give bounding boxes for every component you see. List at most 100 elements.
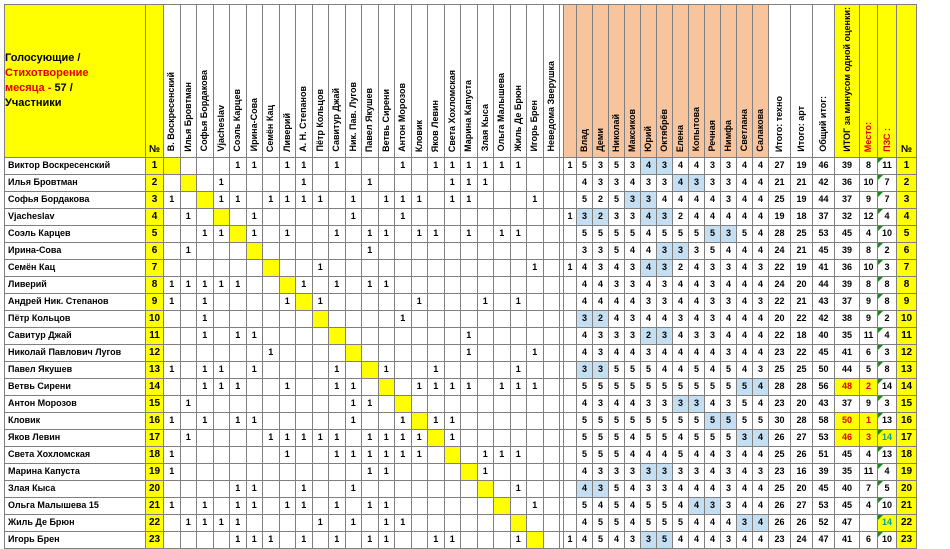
- vote-cell: [509, 326, 527, 345]
- vote-cell: [361, 309, 379, 328]
- total-cell: 12: [859, 207, 878, 226]
- vote-cell: [328, 479, 346, 498]
- self-vote-cell: [179, 173, 197, 192]
- vote-cell: [262, 513, 280, 532]
- total-cell: 53: [812, 496, 835, 515]
- judge-score-cell: 5: [656, 530, 673, 549]
- total-cell: 28: [790, 411, 813, 430]
- vote-cell: 1: [476, 292, 494, 311]
- total-cell: 16: [790, 462, 813, 481]
- judge-score-cell: 5: [640, 360, 657, 379]
- vote-cell: [229, 309, 247, 328]
- vote-cell: [542, 479, 560, 498]
- judge-score-cell: 4: [576, 326, 593, 345]
- participant-number-right: 6: [896, 241, 917, 260]
- judge-score-cell: 4: [736, 360, 753, 379]
- voter-column-header-label: В. Воскресенский: [166, 72, 177, 152]
- total-cell: 24: [768, 241, 791, 260]
- voter-column-header: Ирина-Сова: [245, 4, 263, 158]
- vote-cell: 1: [196, 326, 214, 345]
- total-cell: 50: [812, 360, 835, 379]
- vote-cell: [394, 224, 412, 243]
- vote-cell: 1: [361, 428, 379, 447]
- judge-score-cell: 4: [592, 275, 609, 294]
- vote-cell: [526, 428, 544, 447]
- total-cell: 4: [877, 207, 897, 226]
- total-cell: 24: [768, 275, 791, 294]
- voter-column-header: Злая Кыса: [476, 4, 494, 158]
- vote-cell: [295, 377, 313, 396]
- vote-cell: 1: [212, 377, 230, 396]
- vote-cell: [460, 428, 478, 447]
- judge-score-cell: 3: [624, 156, 641, 175]
- participant-number: 5: [145, 224, 164, 243]
- vote-cell: [179, 309, 197, 328]
- judge-score-cell: 4: [752, 241, 769, 260]
- voter-column-header-label: Игорь Брен: [529, 100, 540, 152]
- judge-score-cell: 3: [720, 462, 737, 481]
- participant-number-right: 19: [896, 462, 917, 481]
- vote-cell: [394, 275, 412, 294]
- total-cell: 35: [834, 326, 860, 345]
- results-spreadsheet: Голосующие / Стихотворение месяца - 57 /Уч…: [4, 4, 917, 549]
- judge-score-cell: 4: [576, 513, 593, 532]
- vote-cell: 1: [328, 445, 346, 464]
- total-cell: 19: [790, 258, 813, 277]
- voter-column-header: В. Воскресенский: [163, 4, 181, 158]
- judge-score-cell: 4: [576, 462, 593, 481]
- vote-cell: [163, 224, 181, 243]
- vote-cell: [526, 479, 544, 498]
- vote-cell: 1: [179, 207, 197, 226]
- judge-score-cell: 4: [592, 496, 609, 515]
- total-cell: 22: [768, 326, 791, 345]
- judge-score-cell: 4: [736, 292, 753, 311]
- judge-score-cell: 5: [608, 377, 625, 396]
- vote-cell: [542, 343, 560, 362]
- vote-cell: [443, 462, 461, 481]
- vote-cell: [179, 530, 197, 549]
- voter-column-header: Жиль Де Брюн: [509, 4, 527, 158]
- vote-cell: [476, 258, 494, 277]
- vote-cell: 1: [509, 377, 527, 396]
- participant-row: Яков Левин 17 1 1 1 1 1 1 1 1 1 1 1 5 5 5 4 5 5 4 5 5 5 3 4 26 27 5…: [4, 428, 917, 447]
- judge-score-cell: 4: [576, 275, 593, 294]
- judge-score-cell: 4: [624, 428, 641, 447]
- vote-cell: [476, 513, 494, 532]
- participant-row: Игорь Брен 23 1 1 1 1 1 1 1 1 1 1 1 4 5 4 3 3 5 4 4 4 3 4 4 23 24 4…: [4, 530, 917, 549]
- vote-cell: [344, 275, 362, 294]
- vote-cell: [278, 309, 296, 328]
- judge-score-cell: 4: [656, 309, 673, 328]
- total-cell: 28: [768, 377, 791, 396]
- vote-cell: [377, 156, 395, 175]
- judge-score-cell: 5: [608, 479, 625, 498]
- total-cell: 4: [859, 224, 878, 243]
- vote-cell: [542, 496, 560, 515]
- judge-score-cell: 4: [720, 241, 737, 260]
- judge-score-cell: 4: [624, 241, 641, 260]
- vote-cell: 1: [427, 530, 445, 549]
- judge-score-cell: 3: [656, 156, 673, 175]
- total-cell: 4: [859, 496, 878, 515]
- total-cell: 22: [790, 309, 813, 328]
- vote-cell: [344, 530, 362, 549]
- participant-number: 17: [145, 428, 164, 447]
- vote-cell: 1: [344, 377, 362, 396]
- judge-score-cell: 5: [736, 394, 753, 413]
- vote-cell: [542, 411, 560, 430]
- participant-number-right: 23: [896, 530, 917, 549]
- judge-score-cell: 5: [672, 411, 689, 430]
- judge-score-cell: 3: [688, 326, 705, 345]
- vote-cell: [427, 462, 445, 481]
- judge-score-cell: 5: [576, 190, 593, 209]
- vote-cell: [443, 479, 461, 498]
- vote-cell: 1: [410, 377, 428, 396]
- judge-score-cell: [563, 173, 577, 192]
- vote-cell: [526, 241, 544, 260]
- total-cell: 7: [877, 173, 897, 192]
- judge-score-cell: 4: [672, 428, 689, 447]
- judge-column-header: Нимфа: [720, 4, 737, 158]
- vote-cell: [262, 462, 280, 481]
- judge-score-cell: 3: [736, 428, 753, 447]
- total-cell: 39: [834, 156, 860, 175]
- vote-cell: [344, 258, 362, 277]
